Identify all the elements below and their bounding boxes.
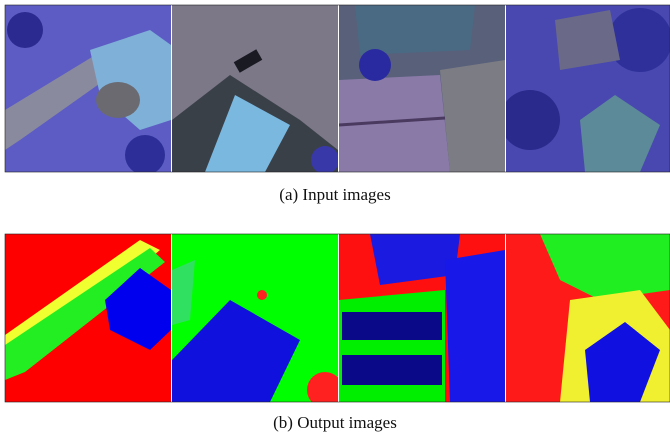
- image-border: [4, 233, 670, 403]
- input-image: [339, 5, 505, 172]
- image-region: [445, 250, 505, 402]
- image-region: [205, 95, 290, 172]
- image-region: [540, 234, 670, 300]
- image-region: [359, 49, 391, 81]
- image-region: [233, 49, 263, 73]
- image-region: [342, 355, 442, 385]
- image-region: [257, 290, 267, 300]
- input-image: [5, 5, 171, 172]
- image-region: [5, 248, 165, 380]
- output-image: [172, 234, 338, 402]
- image-region: [608, 8, 670, 72]
- image-region: [342, 312, 442, 340]
- image-region: [355, 5, 475, 55]
- caption: (b) Output images: [273, 413, 397, 432]
- image-region: [506, 90, 560, 150]
- output-image: [339, 234, 505, 402]
- caption: (a) Input images: [279, 185, 390, 204]
- image-region: [172, 300, 300, 402]
- image-region: [7, 12, 43, 48]
- image-region: [580, 95, 660, 172]
- image-region: [90, 30, 171, 130]
- image-region: [440, 60, 505, 172]
- input-image: [172, 5, 338, 172]
- image-region: [339, 290, 445, 402]
- output-image: [5, 234, 171, 402]
- image-region: [339, 116, 446, 127]
- input-image: [506, 5, 670, 172]
- image-region: [311, 146, 338, 172]
- image-region: [105, 268, 171, 350]
- image-region: [339, 75, 450, 172]
- image-region: [307, 372, 338, 402]
- image-border: [4, 4, 670, 173]
- image-region: [96, 82, 140, 118]
- image-region: [370, 234, 460, 285]
- image-region: [125, 135, 165, 172]
- image-region: [172, 260, 195, 325]
- image-region: [555, 10, 620, 70]
- image-region: [585, 322, 660, 402]
- output-image: [506, 234, 670, 402]
